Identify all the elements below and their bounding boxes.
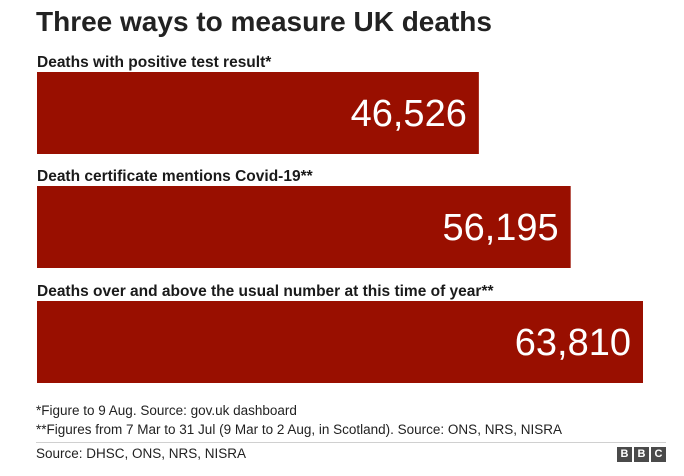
- bar-chart: Deaths with positive test result* 46,526 D…: [37, 54, 643, 383]
- bar: [37, 301, 643, 383]
- footnote-2: **Figures from 7 Mar to 31 Jul (9 Mar to…: [36, 422, 562, 437]
- footer-divider: [36, 442, 666, 443]
- bar: [37, 72, 479, 154]
- bar-category-label: Death certificate mentions Covid-19**: [37, 168, 314, 185]
- chart-title: Three ways to measure UK deaths: [36, 6, 492, 37]
- bar-value-label: 56,195: [442, 207, 558, 249]
- bar-category-label: Deaths with positive test result*: [37, 54, 272, 71]
- bar-value-label: 46,526: [351, 93, 467, 135]
- bbc-logo: B B C: [617, 447, 666, 462]
- footnote-1: *Figure to 9 Aug. Source: gov.uk dashboa…: [36, 403, 297, 418]
- bar-category-label: Deaths over and above the usual number a…: [37, 283, 494, 300]
- bar: [37, 186, 571, 268]
- source-note: Source: DHSC, ONS, NRS, NISRA: [36, 446, 247, 461]
- bbc-logo-letter: B: [617, 447, 632, 462]
- bbc-logo-letter: B: [634, 447, 649, 462]
- bbc-logo-letter: C: [651, 447, 666, 462]
- bar-value-label: 63,810: [515, 322, 631, 364]
- footnotes: *Figure to 9 Aug. Source: gov.uk dashboa…: [36, 401, 562, 439]
